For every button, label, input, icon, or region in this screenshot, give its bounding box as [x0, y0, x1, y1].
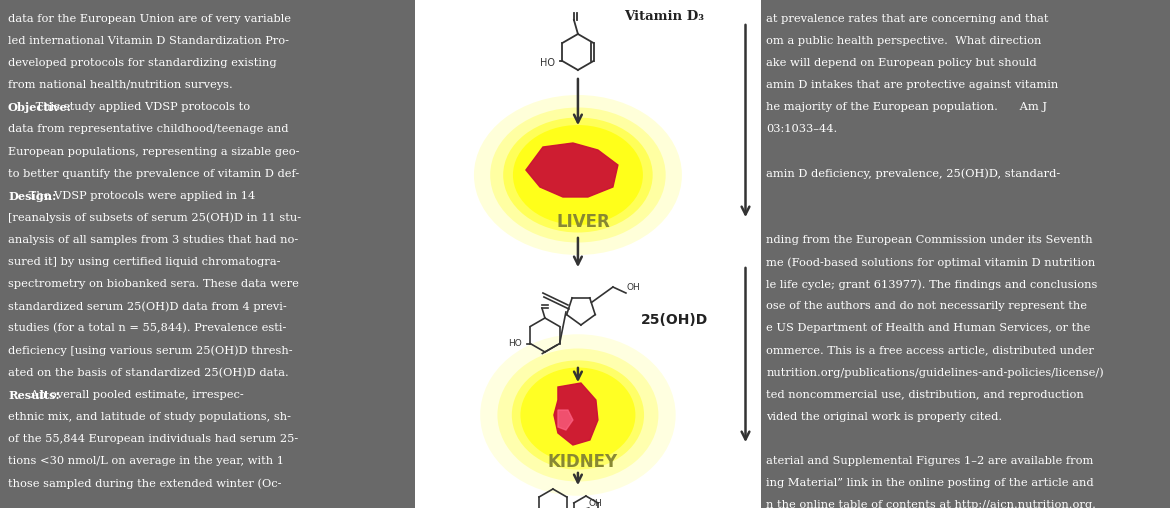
Text: ose of the authors and do not necessarily represent the: ose of the authors and do not necessaril…	[766, 301, 1087, 311]
Ellipse shape	[490, 108, 666, 242]
Bar	[415, 0, 760, 508]
Text: n the online table of contents at http://ajcn.nutrition.org.: n the online table of contents at http:/…	[766, 500, 1096, 508]
Text: HO: HO	[541, 58, 556, 68]
Ellipse shape	[497, 348, 659, 482]
Text: aterial and Supplemental Figures 1–2 are available from: aterial and Supplemental Figures 1–2 are…	[766, 456, 1094, 466]
Text: tions <30 nmol/L on average in the year, with 1: tions <30 nmol/L on average in the year,…	[8, 456, 284, 466]
Text: amin D deficiency, prevalence, 25(OH)D, standard-: amin D deficiency, prevalence, 25(OH)D, …	[766, 169, 1061, 179]
Text: Vitamin D₃: Vitamin D₃	[624, 10, 704, 23]
Text: those sampled during the extended winter (Oc-: those sampled during the extended winter…	[8, 478, 282, 489]
Text: spectrometry on biobanked sera. These data were: spectrometry on biobanked sera. These da…	[8, 279, 298, 289]
Polygon shape	[558, 410, 573, 430]
Text: of the 55,844 European individuals had serum 25-: of the 55,844 European individuals had s…	[8, 434, 298, 444]
Text: The VDSP protocols were applied in 14: The VDSP protocols were applied in 14	[25, 191, 255, 201]
Text: om a public health perspective.  What direction: om a public health perspective. What dir…	[766, 36, 1041, 46]
Text: An overall pooled estimate, irrespec-: An overall pooled estimate, irrespec-	[27, 390, 243, 400]
Text: he majority of the European population.      Am J: he majority of the European population. …	[766, 103, 1047, 112]
Ellipse shape	[512, 125, 644, 225]
Ellipse shape	[503, 117, 653, 233]
Text: to better quantify the prevalence of vitamin D def-: to better quantify the prevalence of vit…	[8, 169, 300, 179]
Text: ommerce. This is a free access article, distributed under: ommerce. This is a free access article, …	[766, 345, 1094, 356]
Text: e US Department of Health and Human Services, or the: e US Department of Health and Human Serv…	[766, 324, 1090, 333]
Text: 25(OH)D: 25(OH)D	[641, 313, 708, 327]
Text: nutrition.org/publications/guidelines-and-policies/license/): nutrition.org/publications/guidelines-an…	[766, 368, 1104, 378]
Text: data for the European Union are of very variable: data for the European Union are of very …	[8, 14, 291, 24]
Ellipse shape	[474, 95, 682, 255]
Text: HO: HO	[508, 339, 522, 348]
Text: OH: OH	[627, 282, 641, 292]
Ellipse shape	[511, 360, 644, 469]
Text: sured it] by using certified liquid chromatogra-: sured it] by using certified liquid chro…	[8, 257, 281, 267]
Text: Objective:: Objective:	[8, 103, 71, 113]
Text: standardized serum 25(OH)D data from 4 previ-: standardized serum 25(OH)D data from 4 p…	[8, 301, 287, 312]
Text: me (Food-based solutions for optimal vitamin D nutrition: me (Food-based solutions for optimal vit…	[766, 257, 1096, 268]
Text: 03:1033–44.: 03:1033–44.	[766, 124, 838, 135]
Polygon shape	[553, 383, 598, 445]
Text: le life cycle; grant 613977). The findings and conclusions: le life cycle; grant 613977). The findin…	[766, 279, 1097, 290]
Text: Results:: Results:	[8, 390, 60, 401]
Text: ake will depend on European policy but should: ake will depend on European policy but s…	[766, 58, 1037, 68]
Text: vided the original work is properly cited.: vided the original work is properly cite…	[766, 412, 1003, 422]
Text: deficiency [using various serum 25(OH)D thresh-: deficiency [using various serum 25(OH)D …	[8, 345, 292, 356]
Text: ated on the basis of standardized 25(OH)D data.: ated on the basis of standardized 25(OH)…	[8, 368, 289, 378]
Polygon shape	[526, 143, 618, 197]
Text: developed protocols for standardizing existing: developed protocols for standardizing ex…	[8, 58, 276, 68]
Text: KIDNEY: KIDNEY	[548, 453, 618, 471]
Text: European populations, representing a sizable geo-: European populations, representing a siz…	[8, 147, 300, 156]
Text: analysis of all samples from 3 studies that had no-: analysis of all samples from 3 studies t…	[8, 235, 298, 245]
Text: nding from the European Commission under its Seventh: nding from the European Commission under…	[766, 235, 1093, 245]
Text: at prevalence rates that are concerning and that: at prevalence rates that are concerning …	[766, 14, 1049, 24]
Text: [reanalysis of subsets of serum 25(OH)D in 11 stu-: [reanalysis of subsets of serum 25(OH)D …	[8, 213, 301, 224]
Text: OH: OH	[589, 498, 603, 507]
Text: amin D intakes that are protective against vitamin: amin D intakes that are protective again…	[766, 80, 1059, 90]
Text: This study applied VDSP protocols to: This study applied VDSP protocols to	[32, 103, 250, 112]
Text: ted noncommercial use, distribution, and reproduction: ted noncommercial use, distribution, and…	[766, 390, 1085, 400]
Text: LIVER: LIVER	[556, 213, 610, 231]
Text: data from representative childhood/teenage and: data from representative childhood/teena…	[8, 124, 289, 135]
Text: ethnic mix, and latitude of study populations, sh-: ethnic mix, and latitude of study popula…	[8, 412, 291, 422]
Text: studies (for a total n = 55,844). Prevalence esti-: studies (for a total n = 55,844). Preval…	[8, 324, 287, 334]
Text: ing Material” link in the online posting of the article and: ing Material” link in the online posting…	[766, 478, 1094, 488]
Ellipse shape	[521, 367, 635, 462]
Text: led international Vitamin D Standardization Pro-: led international Vitamin D Standardizat…	[8, 36, 289, 46]
Ellipse shape	[480, 334, 676, 496]
Text: Design:: Design:	[8, 191, 56, 202]
Text: from national health/nutrition surveys.: from national health/nutrition surveys.	[8, 80, 233, 90]
